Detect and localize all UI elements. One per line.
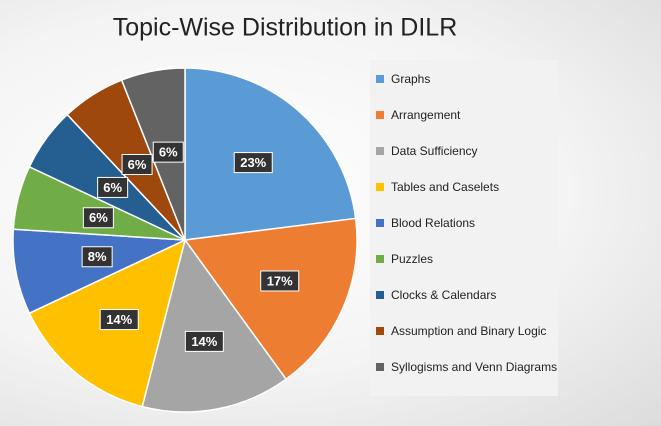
legend-label: Puzzles — [391, 252, 434, 266]
legend-swatch — [376, 219, 384, 227]
legend: Graphs Arrangement Data Sufficiency Tables … — [370, 60, 558, 396]
label-box — [152, 141, 184, 163]
legend-item: Blood Relations — [376, 216, 558, 252]
legend-swatch — [376, 75, 384, 83]
data-label: 8% — [88, 249, 107, 264]
label-box — [184, 330, 224, 352]
data-label: 6% — [128, 157, 147, 172]
data-label: 6% — [89, 210, 108, 225]
label-box — [99, 309, 139, 331]
legend-swatch — [376, 111, 384, 119]
legend-label: Data Sufficiency — [391, 144, 478, 158]
legend-item: Assumption and Binary Logic — [376, 324, 558, 360]
legend-swatch — [376, 255, 384, 263]
legend-item: Arrangement — [376, 108, 558, 144]
legend-label: Tables and Caselets — [391, 180, 500, 194]
label-box — [97, 176, 129, 198]
pie-slice — [141, 238, 288, 413]
legend-item: Graphs — [376, 72, 558, 108]
chart-title: Topic-Wise Distribution in DILR — [113, 14, 458, 42]
data-label: 6% — [103, 180, 122, 195]
pie-slice — [183, 217, 358, 381]
label-box — [260, 270, 300, 292]
legend-swatch — [376, 327, 384, 335]
legend-label: Syllogisms and Venn Diagrams — [391, 360, 558, 374]
legend-swatch — [376, 183, 384, 191]
legend-item: Clocks & Calendars — [376, 288, 558, 324]
legend-swatch — [376, 291, 384, 299]
legend-swatch — [376, 147, 384, 155]
legend-item: Data Sufficiency — [376, 144, 558, 180]
legend-label: Arrangement — [391, 108, 461, 122]
legend-label: Blood Relations — [391, 216, 476, 230]
label-box — [121, 153, 153, 175]
label-box — [81, 246, 113, 268]
data-label: 14% — [106, 312, 132, 327]
label-box — [82, 207, 114, 229]
data-label: 14% — [191, 334, 217, 349]
legend-item: Syllogisms and Venn Diagrams — [376, 360, 558, 396]
label-box — [233, 152, 273, 174]
legend-label: Assumption and Binary Logic — [391, 324, 547, 338]
data-label: 17% — [267, 273, 293, 288]
legend-item: Puzzles — [376, 252, 558, 288]
data-label: 23% — [240, 155, 266, 170]
legend-swatch — [376, 363, 384, 371]
legend-item: Tables and Caselets — [376, 180, 558, 216]
data-label: 6% — [159, 145, 178, 160]
legend-label: Clocks & Calendars — [391, 288, 497, 302]
legend-label: Graphs — [391, 72, 431, 86]
